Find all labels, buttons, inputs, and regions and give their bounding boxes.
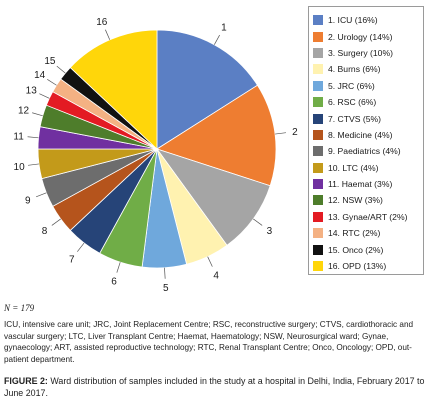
leader-line-13 (39, 93, 50, 99)
leader-line-6 (116, 262, 121, 273)
legend-label-1: 1. ICU (16%) (328, 15, 378, 26)
legend-item-3: 3. Surgery (10%) (313, 45, 419, 61)
callout-number-16: 16 (96, 17, 108, 28)
legend-swatch-4 (313, 64, 323, 75)
legend-swatch-1 (313, 15, 323, 26)
legend-swatch-12 (313, 195, 323, 206)
legend-label-2: 2. Urology (14%) (328, 31, 393, 42)
leader-line-10 (27, 163, 39, 166)
legend-item-1: 1. ICU (16%) (313, 12, 419, 28)
callout-number-12: 12 (18, 106, 30, 117)
caption-text: Ward distribution of samples included in… (4, 376, 425, 399)
chart-legend: 1. ICU (16%) 2. Urology (14%) 3. Surgery (… (308, 6, 424, 275)
legend-swatch-7 (313, 113, 323, 124)
legend-swatch-14 (313, 228, 323, 239)
leader-line-11 (27, 136, 39, 139)
leader-line-9 (36, 192, 47, 198)
callout-number-6: 6 (111, 277, 117, 288)
legend-label-14: 14. RTC (2%) (328, 228, 381, 239)
callout-number-7: 7 (69, 254, 75, 265)
callout-number-3: 3 (267, 226, 273, 237)
callout-number-13: 13 (26, 85, 38, 96)
abbreviations-note: ICU, intensive care unit; JRC, Joint Rep… (4, 320, 414, 364)
legend-item-6: 6. RSC (6%) (313, 94, 419, 110)
legend-item-5: 5. JRC (6%) (313, 78, 419, 94)
leader-line-15 (56, 65, 66, 74)
pie-leader-lines (27, 29, 287, 279)
legend-item-14: 14. RTC (2%) (313, 225, 419, 241)
legend-label-10: 10. LTC (4%) (328, 162, 379, 173)
legend-item-15: 15. Onco (2%) (313, 241, 419, 257)
legend-swatch-16 (313, 261, 323, 272)
legend-swatch-9 (313, 146, 323, 157)
callout-number-10: 10 (14, 162, 26, 173)
legend-swatch-8 (313, 129, 323, 140)
legend-item-4: 4. Burns (6%) (313, 61, 419, 77)
legend-item-2: 2. Urology (14%) (313, 28, 419, 44)
leader-line-7 (77, 242, 85, 252)
leader-line-2 (275, 132, 287, 135)
leader-line-4 (207, 256, 213, 267)
callout-number-5: 5 (163, 283, 169, 294)
legend-label-12: 12. NSW (3%) (328, 195, 383, 206)
legend-item-13: 13. Gynae/ART (2%) (313, 209, 419, 225)
callout-number-14: 14 (34, 70, 46, 81)
legend-item-10: 10. LTC (4%) (313, 160, 419, 176)
legend-label-6: 6. RSC (6%) (328, 97, 377, 108)
legend-label-7: 7. CTVS (5%) (328, 113, 382, 124)
legend-label-9: 9. Paediatrics (4%) (328, 146, 401, 157)
callout-number-9: 9 (25, 196, 31, 207)
callout-number-4: 4 (213, 270, 219, 281)
leader-line-8 (51, 218, 61, 226)
sample-size-label: N = 179 (4, 303, 35, 313)
figure-caption: FIGURE 2: Ward distribution of samples i… (4, 375, 428, 400)
legend-label-15: 15. Onco (2%) (328, 244, 384, 255)
legend-label-8: 8. Medicine (4%) (328, 129, 393, 140)
legend-item-12: 12. NSW (3%) (313, 192, 419, 208)
pie-slices (37, 29, 277, 269)
callout-number-2: 2 (292, 127, 298, 138)
callout-number-8: 8 (42, 226, 48, 237)
leader-line-16 (105, 29, 111, 40)
legend-label-16: 16. OPD (13%) (328, 261, 387, 272)
legend-item-11: 11. Haemat (3%) (313, 176, 419, 192)
legend-label-3: 3. Surgery (10%) (328, 47, 393, 58)
caption-label: FIGURE 2: (4, 376, 48, 386)
legend-item-9: 9. Paediatrics (4%) (313, 143, 419, 159)
callout-number-11: 11 (13, 131, 24, 142)
pie-slice-3 (155, 148, 271, 246)
legend-swatch-6 (313, 97, 323, 108)
leader-line-14 (47, 79, 57, 86)
leader-line-12 (32, 112, 43, 117)
leader-line-1 (214, 34, 220, 45)
legend-swatch-3 (313, 47, 323, 58)
pie-slice-16 (69, 29, 158, 150)
leader-line-5 (164, 267, 166, 279)
legend-label-4: 4. Burns (6%) (328, 64, 381, 75)
legend-swatch-13 (313, 211, 323, 222)
legend-swatch-10 (313, 162, 323, 173)
legend-item-7: 7. CTVS (5%) (313, 110, 419, 126)
legend-swatch-2 (313, 31, 323, 42)
legend-item-16: 16. OPD (13%) (313, 258, 419, 274)
leader-line-3 (253, 218, 263, 226)
legend-swatch-11 (313, 179, 323, 190)
legend-label-5: 5. JRC (6%) (328, 80, 375, 91)
legend-swatch-15 (313, 244, 323, 255)
callout-number-1: 1 (221, 23, 227, 34)
legend-label-11: 11. Haemat (3%) (328, 179, 393, 190)
callout-number-15: 15 (44, 56, 56, 67)
legend-item-8: 8. Medicine (4%) (313, 127, 419, 143)
legend-swatch-5 (313, 80, 323, 91)
legend-label-13: 13. Gynae/ART (2%) (328, 211, 408, 222)
